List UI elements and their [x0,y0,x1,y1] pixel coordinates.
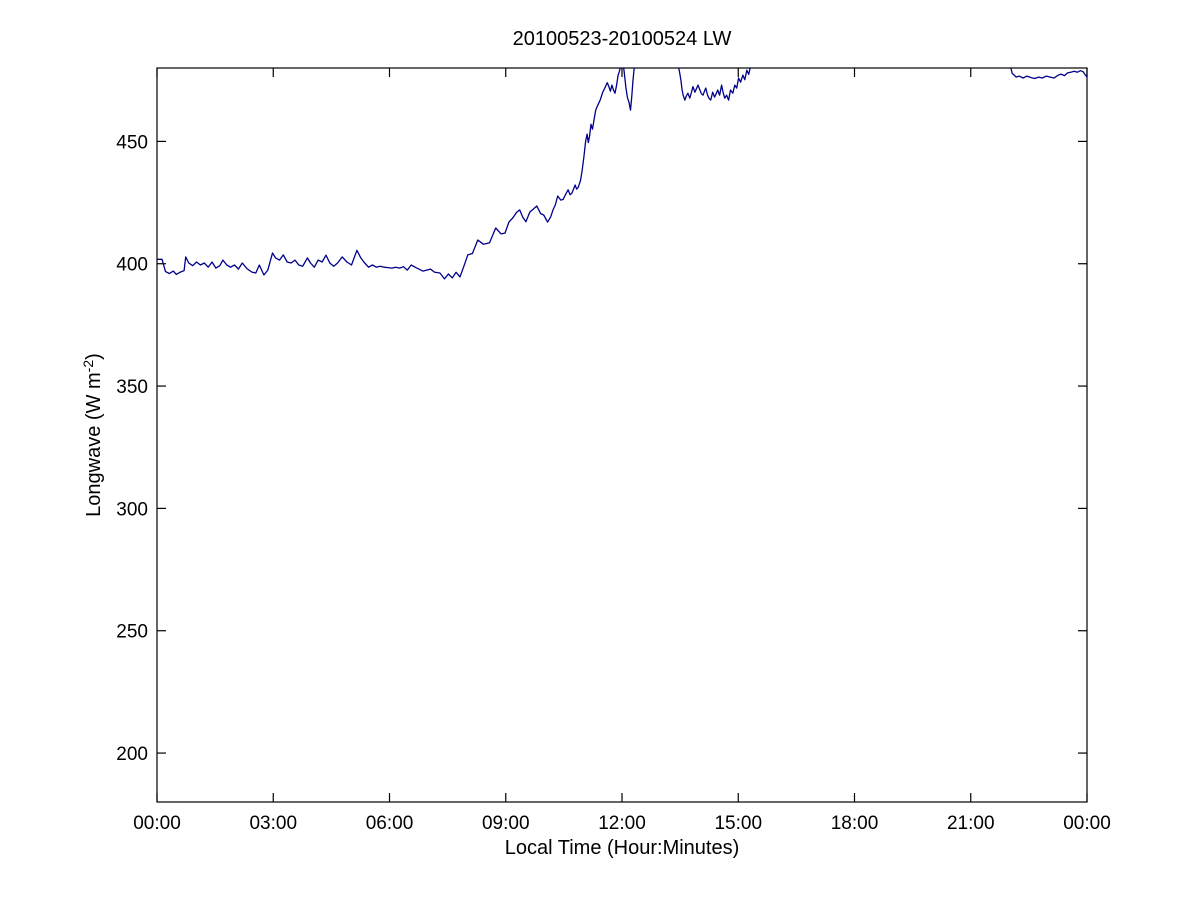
x-tick-label: 03:00 [249,813,297,834]
y-axis-label-pre: Longwave (W m [83,372,105,517]
chart-title: 20100523-20100524 LW [512,28,732,50]
x-tick-label: 09:00 [482,813,530,834]
x-axis-label: Local Time (Hour:Minutes) [504,837,740,859]
y-axis-label: Longwave (W m-2) [80,353,106,517]
y-tick-label: 450 [116,132,148,153]
x-tick-label: 21:00 [947,813,995,834]
longwave-data-line [157,68,1087,280]
x-tick-label: 00:00 [1063,813,1111,834]
x-tick-label: 06:00 [366,813,414,834]
y-tick-label: 250 [116,622,148,643]
y-tick-label: 350 [116,377,148,398]
plot-border [156,67,1088,803]
x-tick-label: 12:00 [598,813,646,834]
y-axis-label-post: ) [83,353,105,360]
x-tick-label: 15:00 [714,813,762,834]
y-axis-label-superscript: -2 [80,359,96,373]
x-tick-label: 00:00 [133,813,181,834]
y-tick-label: 400 [116,255,148,276]
y-tick-label: 200 [116,744,148,765]
x-tick-label: 18:00 [831,813,879,834]
y-tick-label: 300 [116,499,148,520]
